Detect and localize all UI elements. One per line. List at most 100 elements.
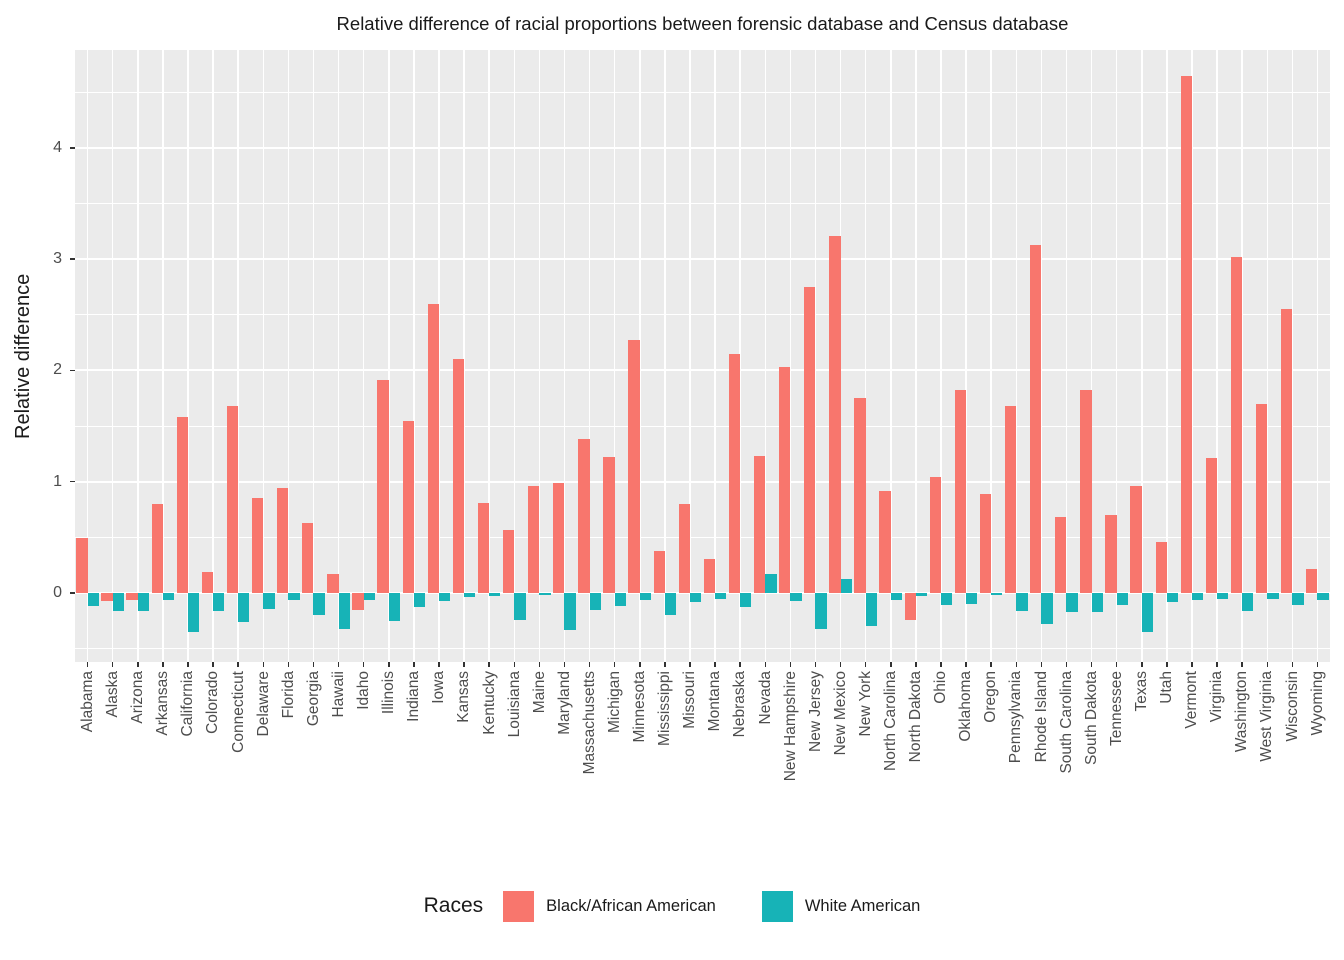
bar [879,490,891,593]
gridline-vertical [739,50,741,662]
x-tick-label-cell: Vermont [1179,671,1204,856]
x-tick-label: New Hampshire [781,671,799,782]
x-tick-label-cell: Florida [276,671,301,856]
x-tick-label-cell: Oregon [978,671,1003,856]
bar [327,574,339,593]
x-tick-label-cell: Nebraska [727,671,752,856]
bar [1191,593,1204,600]
bar [338,593,350,629]
x-tick-label-cell: Iowa [426,671,451,856]
x-tick-label: Wisconsin [1283,671,1301,742]
bar [226,406,239,593]
x-tick-label-cell: West Virginia [1254,671,1279,856]
gridline-vertical [839,50,842,662]
x-tick-mark [814,662,817,667]
bar [966,593,978,605]
gridline-vertical [137,50,139,662]
y-tick-mark [70,369,75,372]
gridline-major [75,480,1330,483]
bar [728,353,741,593]
x-tick-mark [237,662,239,667]
x-tick-mark [940,662,942,667]
x-tick-label: Mississippi [656,671,674,746]
gridline-vertical [990,50,992,662]
x-tick-mark [262,662,264,667]
bar [388,593,401,621]
gridline-major [75,146,1330,149]
x-tick-label-cell: Georgia [301,671,326,856]
x-tick-label-cell: Pennsylvania [1003,671,1028,856]
gridline-vertical [940,50,942,662]
x-tick-label: Arizona [129,671,147,724]
bar [854,398,866,593]
gridline-vertical [513,50,515,662]
x-tick-mark [413,662,415,667]
x-tick-label-cell: New York [853,671,878,856]
bar [1166,593,1179,602]
bar [940,593,953,606]
y-tick-mark [70,147,75,149]
gridline-vertical [639,50,641,662]
x-tick-mark [111,662,114,667]
gridline-minor [75,536,1330,538]
x-tick-mark [739,662,741,667]
x-tick-mark [965,662,967,667]
bar [438,593,451,601]
gridline-vertical [714,50,716,662]
x-tick-label-cell: Virginia [1204,671,1229,856]
gridline-vertical [613,50,616,662]
bar [1155,541,1167,593]
x-tick-label: Tennessee [1107,671,1125,746]
bar [452,359,465,593]
legend-label: Black/African American [546,896,716,915]
x-tick-label-cell: Idaho [351,671,376,856]
x-tick-label: South Dakota [1082,671,1100,765]
bar [653,550,665,593]
bar [790,593,802,601]
x-tick-label-cell: Indiana [401,671,426,856]
bar [915,593,928,597]
legend-title: Races [423,894,484,917]
gridline-minor [75,648,1330,650]
x-tick-mark [1316,662,1319,667]
gridline-vertical [538,50,541,662]
x-tick-label: Massachusetts [580,671,598,775]
x-tick-label-cell: Oklahoma [953,671,978,856]
gridline-vertical [915,50,917,662]
x-tick-label: Kentucky [480,671,498,735]
x-tick-mark [86,662,89,667]
bar [1055,517,1067,593]
bar [804,287,816,593]
y-tick-mark [70,258,75,260]
x-axis-labels: Alabama Alaska Arizona Arkansas California Co… [75,671,1330,856]
x-tick-label-cell: Tennessee [1104,671,1129,856]
y-tick-mark [70,480,75,483]
x-tick-mark [337,662,340,667]
x-tick-label: Georgia [304,671,322,727]
bar [715,593,727,599]
x-tick-mark [1040,662,1043,667]
x-tick-label: North Dakota [907,671,925,763]
x-tick-label-cell: Michigan [602,671,627,856]
gridline-vertical [488,50,490,662]
bar [1030,244,1042,593]
x-tick-label-cell: Nevada [753,671,778,856]
x-tick-label: New Mexico [831,671,849,756]
x-tick-mark [864,662,867,667]
x-tick-label-cell: New Mexico [828,671,853,856]
x-tick-label-cell: Washington [1229,671,1254,856]
bar [1292,593,1304,606]
x-tick-label-cell: Louisiana [502,671,527,856]
x-tick-label-cell: California [175,671,200,856]
x-tick-label: Maine [530,671,548,714]
gridline-vertical [1040,50,1043,662]
bar [1205,458,1218,593]
bar [603,457,615,593]
gridline-vertical [463,50,465,662]
bar [1255,403,1268,593]
bar [1267,593,1279,599]
gridline-vertical [1065,50,1068,662]
bar [1230,256,1243,593]
legend: Races Black/African American White Americ… [0,876,1344,936]
x-tick-label: Oregon [982,671,1000,723]
